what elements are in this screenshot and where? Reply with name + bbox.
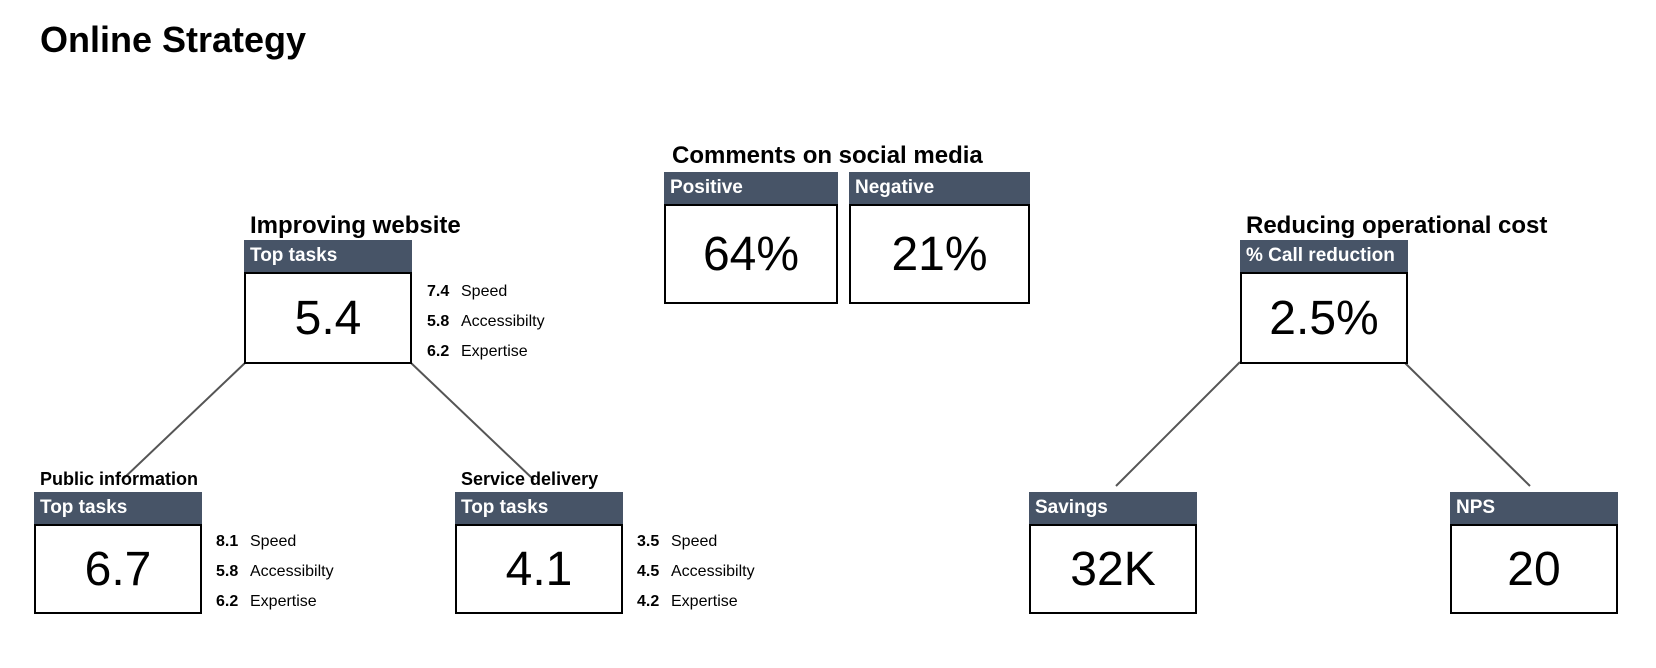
savings-label: Savings — [1029, 492, 1197, 524]
metric-row: 5.8 Accessibilty — [216, 557, 334, 587]
metric-row: 8.1 Speed — [216, 527, 334, 557]
metric-name: Expertise — [250, 593, 317, 610]
connector-cost-savings — [1115, 361, 1241, 487]
metric-name: Accessibilty — [461, 313, 545, 330]
metric-name: Accessibilty — [250, 563, 334, 580]
savings-value: 32K — [1029, 524, 1197, 614]
call-reduction-value: 2.5% — [1240, 272, 1408, 364]
call-reduction-label: % Call reduction — [1240, 240, 1408, 272]
metric-score: 5.8 — [427, 313, 450, 330]
metric-name: Expertise — [461, 343, 528, 360]
nps-card: NPS 20 — [1450, 492, 1618, 614]
metric-score: 6.2 — [216, 593, 239, 610]
metric-row: 6.2 Expertise — [427, 337, 545, 367]
website-title: Improving website — [250, 212, 461, 239]
metric-row: 3.5 Speed — [637, 527, 755, 557]
public-information-title: Public information — [40, 469, 199, 489]
public-top-tasks-label: Top tasks — [34, 492, 202, 524]
metric-row: 6.2 Expertise — [216, 587, 334, 617]
website-top-tasks-value: 5.4 — [244, 272, 412, 364]
positive-card: Positive 64% — [664, 172, 838, 304]
negative-label: Negative — [849, 172, 1030, 204]
positive-value: 64% — [664, 204, 838, 304]
metric-row: 4.5 Accessibilty — [637, 557, 755, 587]
metric-name: Speed — [250, 533, 297, 550]
page-title: Online Strategy — [40, 19, 307, 60]
nps-label: NPS — [1450, 492, 1618, 524]
connector-website-public — [121, 361, 247, 481]
metric-name: Expertise — [671, 593, 738, 610]
negative-card: Negative 21% — [849, 172, 1030, 304]
service-top-tasks-card: Top tasks 4.1 — [455, 492, 623, 614]
metric-score: 4.5 — [637, 563, 660, 580]
cost-title: Reducing operational cost — [1246, 212, 1548, 239]
social-media-title: Comments on social media — [672, 142, 983, 169]
savings-card: Savings 32K — [1029, 492, 1197, 614]
metric-name: Speed — [461, 283, 508, 300]
public-metrics: 8.1 Speed 5.8 Accessibilty 6.2 Expertise — [216, 527, 334, 617]
service-top-tasks-value: 4.1 — [455, 524, 623, 614]
metric-score: 7.4 — [427, 283, 450, 300]
metric-score: 3.5 — [637, 533, 660, 550]
public-top-tasks-value: 6.7 — [34, 524, 202, 614]
website-metrics: 7.4 Speed 5.8 Accessibilty 6.2 Expertise — [427, 277, 545, 367]
website-top-tasks-card: Top tasks 5.4 — [244, 240, 412, 364]
metric-row: 7.4 Speed — [427, 277, 545, 307]
metric-score: 8.1 — [216, 533, 239, 550]
metric-score: 6.2 — [427, 343, 450, 360]
metric-name: Speed — [671, 533, 718, 550]
negative-value: 21% — [849, 204, 1030, 304]
metric-score: 5.8 — [216, 563, 239, 580]
connector-cost-nps — [1403, 361, 1531, 487]
service-metrics: 3.5 Speed 4.5 Accessibilty 4.2 Expertise — [637, 527, 755, 617]
service-delivery-title: Service delivery — [461, 469, 599, 489]
positive-label: Positive — [664, 172, 838, 204]
metric-score: 4.2 — [637, 593, 660, 610]
connector-website-service — [409, 361, 535, 481]
metric-row: 4.2 Expertise — [637, 587, 755, 617]
website-top-tasks-label: Top tasks — [244, 240, 412, 272]
public-top-tasks-card: Top tasks 6.7 — [34, 492, 202, 614]
service-top-tasks-label: Top tasks — [455, 492, 623, 524]
metric-name: Accessibilty — [671, 563, 755, 580]
call-reduction-card: % Call reduction 2.5% — [1240, 240, 1408, 364]
metric-row: 5.8 Accessibilty — [427, 307, 545, 337]
nps-value: 20 — [1450, 524, 1618, 614]
